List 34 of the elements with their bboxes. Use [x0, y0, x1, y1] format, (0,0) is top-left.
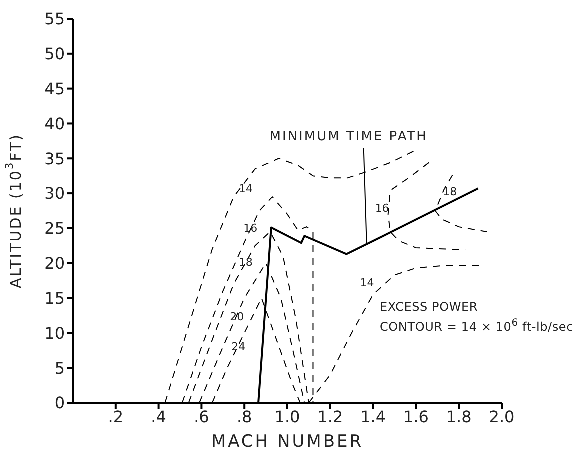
y-tick-label: 20 — [44, 254, 65, 274]
series-label: 16 — [244, 222, 258, 235]
y-tick-label: 40 — [44, 114, 65, 134]
x-tick-label: 1.2 — [318, 407, 344, 426]
y-tick-label: 5 — [54, 358, 65, 378]
y-tick-label: 25 — [44, 219, 65, 238]
annotation: EXCESS POWER — [380, 300, 478, 314]
y-tick-label: 10 — [44, 324, 65, 343]
x-tick-label: 1.0 — [274, 407, 300, 426]
series-label: 24 — [232, 340, 246, 354]
series-label: 14 — [238, 182, 253, 196]
x-tick-label: 1.4 — [360, 407, 386, 426]
y-tick-label: 0 — [54, 394, 65, 413]
annotation: CONTOUR = 14 × 10$^{6}$ ft-lb/sec — [380, 318, 574, 334]
annotation: MINIMUM TIME PATH — [270, 130, 428, 145]
y-tick-label: 55 — [44, 10, 65, 29]
x-tick-label: 2.0 — [489, 407, 515, 426]
series-label: 16 — [375, 202, 390, 215]
x-tick-label: 1.8 — [446, 407, 472, 426]
x-tick-label: 1.6 — [403, 407, 429, 426]
y-tick-label: 45 — [44, 80, 65, 98]
x-tick-label: .4 — [151, 407, 166, 426]
y-tick-label: 35 — [44, 149, 65, 168]
x-tick-label: .6 — [194, 407, 210, 426]
x-axis-title: MACH NUMBER — [211, 432, 364, 452]
y-tick-label: 15 — [44, 288, 65, 308]
series-label: 18 — [238, 256, 253, 269]
x-tick-label: .2 — [108, 407, 124, 426]
series-label: 20 — [230, 310, 244, 324]
series-label: 18 — [443, 186, 458, 199]
x-tick-label: .8 — [236, 407, 252, 426]
series-label: 14 — [360, 276, 374, 290]
y-tick-label: 50 — [44, 44, 65, 64]
y-tick-label: 30 — [44, 184, 65, 204]
